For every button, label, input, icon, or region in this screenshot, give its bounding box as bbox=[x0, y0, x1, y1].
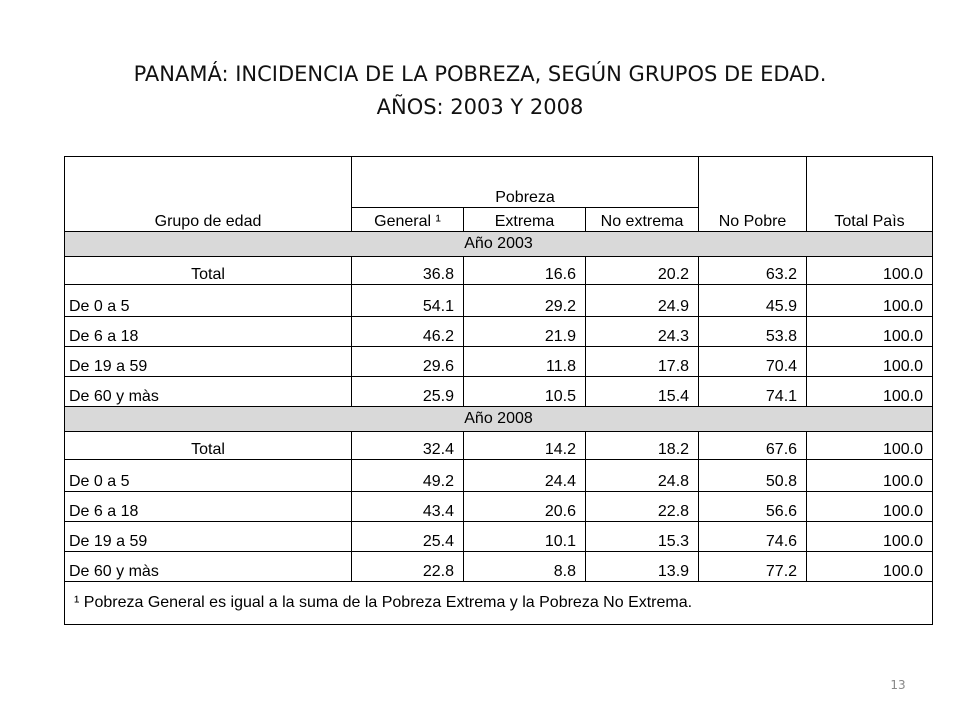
age-group-cell: De 6 a 18 bbox=[64, 316, 352, 347]
table-header: Grupo de edad Pobreza No Pobre Total Paì… bbox=[64, 156, 934, 232]
value-cell: 53.8 bbox=[698, 316, 808, 347]
value-cell: 11.8 bbox=[463, 346, 586, 377]
header-general: General ¹ bbox=[351, 207, 464, 232]
value-cell: 22.8 bbox=[584, 491, 700, 522]
value-cell: 36.8 bbox=[351, 256, 464, 285]
value-cell: 29.2 bbox=[463, 284, 586, 317]
value-cell: 100.0 bbox=[806, 431, 934, 460]
age-group-cell: Total bbox=[64, 431, 352, 460]
age-group-cell: De 19 a 59 bbox=[64, 346, 352, 377]
table-row: De 0 a 5 54.1 29.2 24.9 45.9 100.0 bbox=[64, 284, 934, 317]
section-header-row: Año 2003 bbox=[63, 231, 934, 257]
section-title: Año 2008 bbox=[63, 406, 934, 432]
table-row: De 60 y màs 22.8 8.8 13.9 77.2 100.0 bbox=[64, 551, 934, 582]
value-cell: 100.0 bbox=[806, 521, 934, 552]
value-cell: 18.2 bbox=[584, 431, 700, 460]
value-cell: 25.4 bbox=[351, 521, 464, 552]
value-cell: 46.2 bbox=[351, 316, 464, 347]
value-cell: 20.6 bbox=[463, 491, 586, 522]
table-row: De 60 y màs 25.9 10.5 15.4 74.1 100.0 bbox=[64, 376, 934, 407]
value-cell: 24.4 bbox=[463, 459, 586, 492]
header-pobreza: Pobreza bbox=[350, 156, 700, 208]
value-cell: 8.8 bbox=[463, 551, 586, 582]
header-no-pobre: No Pobre bbox=[698, 156, 808, 232]
value-cell: 22.8 bbox=[351, 551, 464, 582]
value-cell: 43.4 bbox=[351, 491, 464, 522]
age-group-cell: De 0 a 5 bbox=[64, 459, 352, 492]
value-cell: 17.8 bbox=[584, 346, 700, 377]
table-row: De 6 a 18 43.4 20.6 22.8 56.6 100.0 bbox=[64, 491, 934, 522]
value-cell: 29.6 bbox=[351, 346, 464, 377]
value-cell: 15.3 bbox=[584, 521, 700, 552]
table-footnote: ¹ Pobreza General es igual a la suma de … bbox=[63, 581, 934, 625]
age-group-cell: Total bbox=[64, 256, 352, 285]
value-cell: 100.0 bbox=[806, 491, 934, 522]
value-cell: 100.0 bbox=[806, 346, 934, 377]
poverty-table: Grupo de edad Pobreza No Pobre Total Paì… bbox=[63, 156, 934, 625]
table-row: De 0 a 5 49.2 24.4 24.8 50.8 100.0 bbox=[64, 459, 934, 492]
value-cell: 20.2 bbox=[584, 256, 700, 285]
table-total-row: Total 32.4 14.2 18.2 67.6 100.0 bbox=[64, 431, 934, 460]
table-row: De 19 a 59 25.4 10.1 15.3 74.6 100.0 bbox=[64, 521, 934, 552]
value-cell: 49.2 bbox=[351, 459, 464, 492]
value-cell: 74.6 bbox=[698, 521, 808, 552]
value-cell: 24.9 bbox=[584, 284, 700, 317]
section-header-row: Año 2008 bbox=[63, 406, 934, 432]
value-cell: 67.6 bbox=[698, 431, 808, 460]
page-number: 13 bbox=[890, 678, 906, 692]
table-row: De 6 a 18 46.2 21.9 24.3 53.8 100.0 bbox=[64, 316, 934, 347]
title-line-1: PANAMÁ: INCIDENCIA DE LA POBREZA, SEGÚN … bbox=[133, 62, 827, 86]
value-cell: 25.9 bbox=[351, 376, 464, 407]
table-body: Año 2003 Total 36.8 16.6 20.2 63.2 100.0 De 0 a… bbox=[63, 231, 934, 582]
age-group-cell: De 0 a 5 bbox=[64, 284, 352, 317]
value-cell: 100.0 bbox=[806, 551, 934, 582]
table-row: De 19 a 59 29.6 11.8 17.8 70.4 100.0 bbox=[64, 346, 934, 377]
header-extrema: Extrema bbox=[463, 207, 586, 232]
header-total-pais: Total Paìs bbox=[806, 156, 934, 232]
value-cell: 70.4 bbox=[698, 346, 808, 377]
value-cell: 24.8 bbox=[584, 459, 700, 492]
value-cell: 14.2 bbox=[463, 431, 586, 460]
value-cell: 74.1 bbox=[698, 376, 808, 407]
value-cell: 10.5 bbox=[463, 376, 586, 407]
age-group-cell: De 19 a 59 bbox=[64, 521, 352, 552]
title-line-2: AÑOS: 2003 Y 2008 bbox=[376, 95, 584, 119]
value-cell: 13.9 bbox=[584, 551, 700, 582]
value-cell: 10.1 bbox=[463, 521, 586, 552]
age-group-cell: De 60 y màs bbox=[64, 551, 352, 582]
value-cell: 100.0 bbox=[806, 256, 934, 285]
value-cell: 100.0 bbox=[806, 284, 934, 317]
value-cell: 21.9 bbox=[463, 316, 586, 347]
value-cell: 15.4 bbox=[584, 376, 700, 407]
slide-title: PANAMÁ: INCIDENCIA DE LA POBREZA, SEGÚN … bbox=[0, 58, 960, 124]
value-cell: 100.0 bbox=[806, 316, 934, 347]
value-cell: 100.0 bbox=[806, 459, 934, 492]
header-group-de-edad: Grupo de edad bbox=[64, 156, 352, 232]
table-total-row: Total 36.8 16.6 20.2 63.2 100.0 bbox=[64, 256, 934, 285]
value-cell: 32.4 bbox=[351, 431, 464, 460]
section-title: Año 2003 bbox=[63, 231, 934, 257]
value-cell: 16.6 bbox=[463, 256, 586, 285]
value-cell: 54.1 bbox=[351, 284, 464, 317]
value-cell: 100.0 bbox=[806, 376, 934, 407]
age-group-cell: De 6 a 18 bbox=[64, 491, 352, 522]
value-cell: 24.3 bbox=[584, 316, 700, 347]
value-cell: 50.8 bbox=[698, 459, 808, 492]
value-cell: 77.2 bbox=[698, 551, 808, 582]
value-cell: 63.2 bbox=[698, 256, 808, 285]
value-cell: 56.6 bbox=[698, 491, 808, 522]
value-cell: 45.9 bbox=[698, 284, 808, 317]
age-group-cell: De 60 y màs bbox=[64, 376, 352, 407]
header-no-extrema: No extrema bbox=[584, 207, 700, 232]
